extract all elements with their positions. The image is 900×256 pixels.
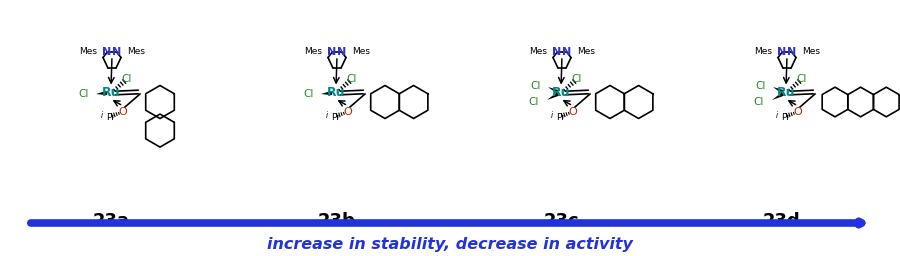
Text: Pr: Pr bbox=[781, 113, 790, 123]
Text: Cl: Cl bbox=[303, 89, 314, 99]
Text: Ru: Ru bbox=[777, 87, 796, 100]
Text: Cl: Cl bbox=[531, 81, 541, 91]
Text: Ru: Ru bbox=[102, 87, 121, 100]
Text: Mes: Mes bbox=[79, 47, 97, 56]
Text: increase in stability, decrease in activity: increase in stability, decrease in activ… bbox=[267, 237, 633, 252]
Text: i: i bbox=[326, 111, 328, 120]
Text: Pr: Pr bbox=[331, 113, 340, 123]
Text: Mes: Mes bbox=[802, 47, 820, 56]
Text: O: O bbox=[344, 107, 353, 117]
Text: i: i bbox=[101, 111, 104, 120]
Text: N: N bbox=[328, 47, 337, 57]
Text: Mes: Mes bbox=[577, 47, 595, 56]
Polygon shape bbox=[548, 87, 559, 94]
Text: N: N bbox=[103, 47, 112, 57]
Text: N: N bbox=[562, 47, 572, 57]
Text: Mes: Mes bbox=[304, 47, 322, 56]
Text: Pr: Pr bbox=[106, 113, 115, 123]
Text: Mes: Mes bbox=[127, 47, 145, 56]
Polygon shape bbox=[321, 91, 332, 95]
Text: Ru: Ru bbox=[552, 87, 571, 100]
Text: Mes: Mes bbox=[754, 47, 772, 56]
Text: O: O bbox=[794, 107, 803, 117]
Text: Mes: Mes bbox=[352, 47, 370, 56]
Text: Cl: Cl bbox=[572, 74, 581, 84]
Text: Cl: Cl bbox=[528, 97, 539, 107]
Polygon shape bbox=[96, 91, 107, 95]
Text: Ru: Ru bbox=[327, 87, 346, 100]
Text: N: N bbox=[778, 47, 787, 57]
Text: N: N bbox=[112, 47, 122, 57]
Text: Cl: Cl bbox=[78, 89, 89, 99]
Text: Mes: Mes bbox=[529, 47, 547, 56]
Text: Cl: Cl bbox=[796, 74, 806, 84]
Text: N: N bbox=[553, 47, 562, 57]
Text: Cl: Cl bbox=[756, 81, 766, 91]
Text: O: O bbox=[119, 107, 128, 117]
Text: O: O bbox=[569, 107, 578, 117]
Text: 23c: 23c bbox=[544, 212, 580, 230]
Text: i: i bbox=[776, 111, 778, 120]
Text: Pr: Pr bbox=[556, 113, 565, 123]
Text: 23d: 23d bbox=[762, 212, 800, 230]
Polygon shape bbox=[772, 92, 784, 100]
Text: 23a: 23a bbox=[93, 212, 130, 230]
Text: Cl: Cl bbox=[346, 74, 356, 84]
Text: 23b: 23b bbox=[318, 212, 356, 230]
Text: Cl: Cl bbox=[753, 97, 764, 107]
Text: N: N bbox=[788, 47, 796, 57]
Text: Cl: Cl bbox=[122, 74, 131, 84]
Polygon shape bbox=[547, 92, 559, 100]
Text: i: i bbox=[551, 111, 554, 120]
Text: N: N bbox=[338, 47, 346, 57]
Polygon shape bbox=[773, 87, 784, 94]
